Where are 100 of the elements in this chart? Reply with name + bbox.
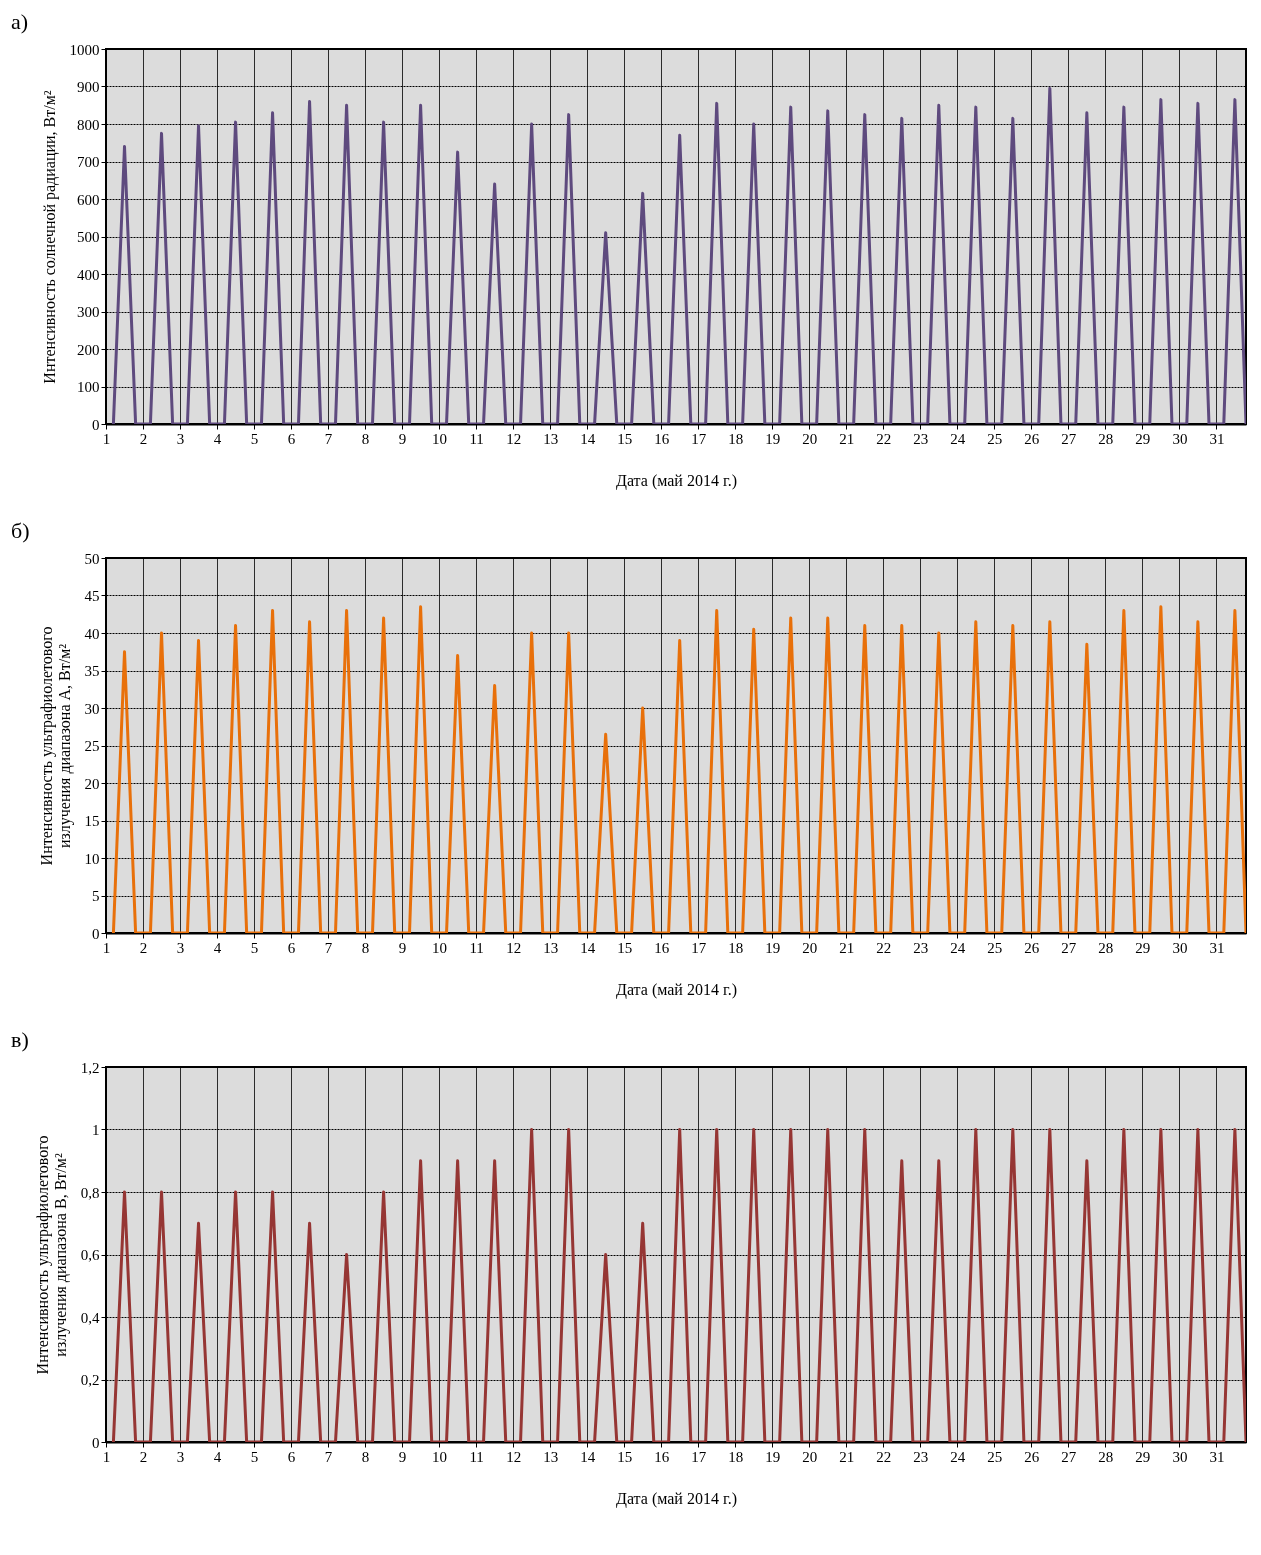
- x-tick-label: 24: [950, 1448, 966, 1465]
- x-tick-label: 31: [1209, 430, 1225, 447]
- y-tick-label: 1000: [69, 41, 100, 58]
- x-tick-label: 26: [1024, 1448, 1040, 1465]
- y-tick-label: 400: [77, 266, 100, 283]
- x-tick-label: 20: [802, 430, 818, 447]
- y-tick-label: 100: [77, 379, 100, 395]
- x-tick-label: 7: [324, 430, 333, 447]
- x-tick-label: 16: [654, 1448, 670, 1465]
- line-series: [111, 605, 1246, 933]
- x-axis-title: Дата (май 2014 г.): [616, 1489, 737, 1508]
- x-tick-label: 13: [543, 430, 559, 447]
- x-tick-label: 22: [876, 1448, 892, 1465]
- x-tick-label: 21: [839, 430, 855, 447]
- x-tick-label: 14: [580, 939, 596, 956]
- x-tick-label: 9: [398, 430, 407, 447]
- y-tick-label: 0: [92, 416, 100, 433]
- x-tick-label: 18: [728, 1448, 744, 1465]
- x-tick-label: 14: [580, 1448, 596, 1465]
- x-tick-label: 14: [580, 430, 596, 447]
- line-series: [111, 86, 1246, 424]
- x-tick-label: 17: [691, 430, 707, 447]
- x-tick-label: 9: [398, 1448, 407, 1465]
- x-tick-label: 17: [691, 939, 707, 956]
- chart-title: а): [11, 9, 29, 34]
- x-tick-label: 31: [1209, 1448, 1225, 1465]
- x-tick-label: 3: [176, 430, 185, 447]
- y-tick-label: 30: [84, 700, 100, 717]
- y-tick-label: 50: [84, 550, 100, 567]
- x-tick-label: 12: [506, 1448, 522, 1465]
- x-tick-label: 23: [913, 1448, 929, 1465]
- y-tick-label: 15: [84, 813, 100, 829]
- y-tick-label: 25: [84, 738, 100, 754]
- x-tick-label: 29: [1135, 430, 1151, 447]
- y-tick-label: 10: [84, 850, 100, 867]
- x-tick-label: 12: [506, 939, 522, 956]
- chart-title: б): [11, 518, 30, 543]
- y-axis-title: Интенсивность солнечной радиации, Вт/м²: [40, 90, 59, 384]
- x-tick-label: 20: [802, 939, 818, 956]
- x-tick-label: 8: [361, 939, 370, 956]
- x-tick-label: 15: [617, 430, 633, 447]
- y-tick-label: 35: [84, 663, 100, 679]
- x-tick-label: 11: [469, 430, 484, 447]
- x-axis-title: Дата (май 2014 г.): [616, 980, 737, 999]
- y-tick-label: 0,8: [80, 1184, 100, 1201]
- x-tick-label: 23: [913, 430, 929, 447]
- x-tick-label: 6: [287, 939, 296, 956]
- x-tick-label: 8: [361, 1448, 370, 1465]
- x-axis-title: Дата (май 2014 г.): [616, 471, 737, 490]
- x-tick-label: 18: [728, 430, 744, 447]
- x-tick-label: 6: [287, 1448, 296, 1465]
- x-tick-label: 5: [250, 939, 259, 956]
- x-tick-label: 28: [1098, 1448, 1114, 1465]
- x-tick-label: 5: [250, 430, 259, 447]
- x-tick-label: 3: [176, 1448, 185, 1465]
- x-tick-label: 15: [617, 939, 633, 956]
- x-tick-label: 4: [213, 939, 222, 956]
- y-tick-label: 0: [92, 1434, 100, 1451]
- y-tick-label: 800: [77, 116, 100, 133]
- x-tick-label: 23: [913, 939, 929, 956]
- y-tick-label: 0,6: [80, 1247, 100, 1263]
- y-tick-label: 0: [92, 925, 100, 942]
- y-axis-title: Интенсивность ультрафиолетового излучения диапазона В, Вт/м²: [33, 1135, 70, 1375]
- x-tick-label: 16: [654, 430, 670, 447]
- x-tick-label: 7: [324, 1448, 333, 1465]
- x-tick-label: 28: [1098, 939, 1114, 956]
- x-tick-label: 2: [139, 430, 148, 447]
- x-tick-label: 19: [765, 1448, 781, 1465]
- x-tick-label: 29: [1135, 939, 1151, 956]
- y-tick-label: 5: [92, 888, 100, 904]
- x-tick-label: 29: [1135, 1448, 1151, 1465]
- x-tick-label: 22: [876, 939, 892, 956]
- x-tick-label: 19: [765, 430, 781, 447]
- y-tick-label: 500: [77, 229, 100, 245]
- x-tick-label: 3: [176, 939, 185, 956]
- x-tick-label: 31: [1209, 939, 1225, 956]
- x-tick-label: 26: [1024, 939, 1040, 956]
- chart-title: в): [11, 1027, 29, 1052]
- x-tick-label: 20: [802, 1448, 818, 1465]
- x-tick-label: 7: [324, 939, 333, 956]
- x-tick-label: 2: [139, 939, 148, 956]
- line-series: [111, 1128, 1246, 1442]
- y-tick-label: 200: [77, 341, 100, 358]
- x-tick-label: 27: [1061, 430, 1077, 447]
- x-tick-label: 6: [287, 430, 296, 447]
- x-tick-label: 13: [543, 1448, 559, 1465]
- x-tick-label: 12: [506, 430, 522, 447]
- x-tick-label: 19: [765, 939, 781, 956]
- x-tick-label: 5: [250, 1448, 259, 1465]
- x-tick-label: 27: [1061, 1448, 1077, 1465]
- y-tick-label: 900: [77, 79, 100, 95]
- y-tick-label: 45: [84, 588, 100, 604]
- y-tick-label: 40: [84, 625, 100, 642]
- x-tick-label: 10: [432, 939, 448, 956]
- x-tick-label: 11: [469, 939, 484, 956]
- x-tick-label: 25: [987, 430, 1003, 447]
- x-tick-label: 24: [950, 430, 966, 447]
- x-tick-label: 27: [1061, 939, 1077, 956]
- x-tick-label: 11: [469, 1448, 484, 1465]
- y-axis-title: Интенсивность ультрафиолетового излучения диапазона А, Вт/м²: [37, 626, 74, 866]
